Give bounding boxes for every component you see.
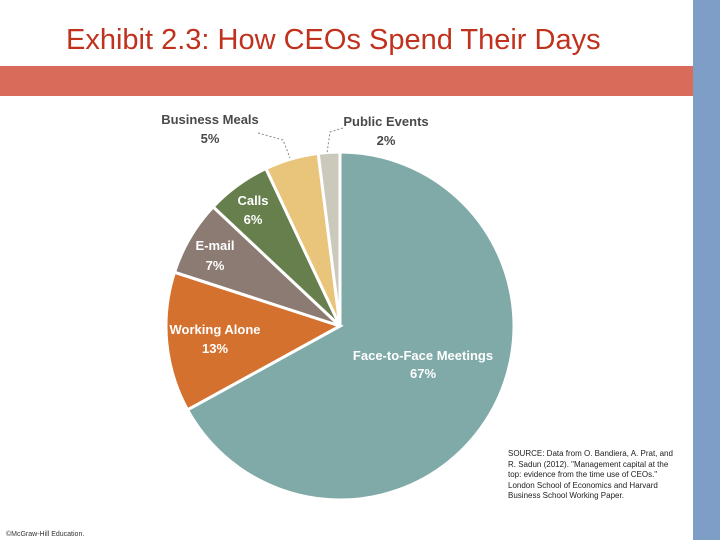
slice-value-e-mail: 7% — [206, 258, 225, 273]
header-band — [0, 66, 693, 96]
pie-slice-working-alone — [164, 270, 344, 412]
leader-line-business-meals — [257, 132, 291, 159]
slide-title: Exhibit 2.3: How CEOs Spend Their Days — [66, 24, 601, 56]
slice-label-face-to-face-meetings: Face-to-Face Meetings — [353, 348, 493, 363]
pie-slice-public-events — [316, 150, 342, 327]
slice-label-calls: Calls — [237, 193, 268, 208]
pie-slice-face-to-face-meetings — [185, 150, 516, 502]
slice-label-e-mail: E-mail — [195, 238, 234, 253]
side-accent-bar — [693, 0, 720, 540]
slice-value-face-to-face-meetings: 67% — [410, 366, 436, 381]
slice-label-working-alone: Working Alone — [170, 322, 261, 337]
slice-value-working-alone: 13% — [202, 341, 228, 356]
source-note: SOURCE: Data from O. Bandiera, A. Prat, … — [508, 449, 673, 501]
slice-label-business-meals: Business Meals — [161, 112, 259, 127]
slice-value-business-meals: 5% — [201, 131, 220, 146]
slice-value-calls: 6% — [244, 212, 263, 227]
copyright-text: ©McGraw-Hill Education. — [6, 531, 85, 538]
slice-label-public-events: Public Events — [343, 114, 428, 129]
slice-value-public-events: 2% — [377, 133, 396, 148]
leader-line-public-events — [326, 127, 344, 154]
